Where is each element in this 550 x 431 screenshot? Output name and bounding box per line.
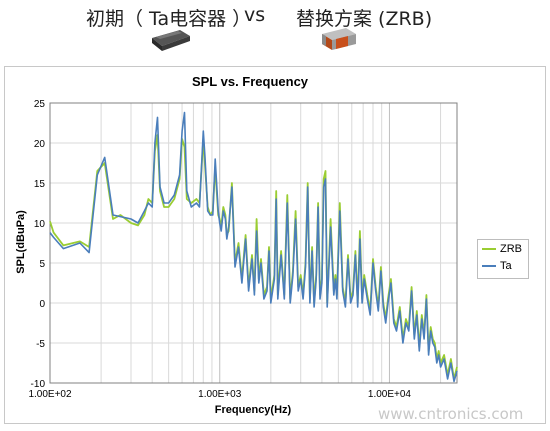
y-tick-label: 10 [34, 219, 46, 230]
legend-label-ta: Ta [500, 259, 512, 272]
x-tick-label: 1.00E+02 [28, 389, 72, 400]
series-line-ta [49, 111, 458, 383]
y-tick-label: 25 [34, 99, 46, 110]
legend-label-zrb: ZRB [500, 242, 522, 255]
chart-legend: ZRB Ta [477, 239, 529, 279]
y-tick-label: 0 [39, 299, 45, 310]
x-axis-label: Frequency(Hz) [215, 404, 292, 416]
y-tick-label: -10 [31, 379, 46, 390]
y-tick-label: -5 [36, 339, 45, 350]
y-tick-label: 5 [39, 259, 45, 270]
chart-title: SPL vs. Frequency [191, 74, 309, 89]
legend-item-zrb: ZRB [478, 240, 528, 257]
legend-swatch-zrb [482, 247, 496, 250]
vs-caption: vs [244, 4, 266, 26]
plot-border [49, 102, 458, 384]
y-tick-label: 20 [34, 139, 46, 150]
watermark: www.cntronics.com [378, 405, 524, 423]
legend-item-ta: Ta [478, 257, 528, 274]
initial-caption: 初期（ Ta电容器 ） [86, 8, 252, 30]
y-tick-label: 15 [34, 179, 46, 190]
y-axis-label: SPL(dBuPa) [15, 210, 27, 274]
replacement-caption: 替换方案 (ZRB) [296, 8, 433, 30]
x-tick-label: 1.00E+03 [198, 389, 242, 400]
plot-background [50, 103, 457, 383]
x-tick-label: 1.00E+04 [368, 389, 412, 400]
legend-swatch-ta [482, 264, 496, 267]
ta-capacitor-image [152, 30, 190, 51]
zrb-capacitor-image [322, 28, 356, 50]
